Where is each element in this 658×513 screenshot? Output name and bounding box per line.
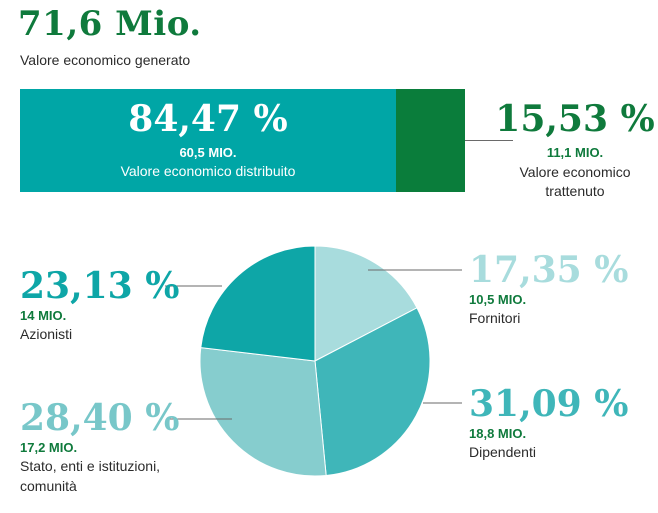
total-label: Valore economico generato <box>20 52 191 68</box>
slice-name: Azionisti <box>20 326 73 342</box>
slice-percent: 28,40 % <box>20 397 180 439</box>
total-value: 71,6 Mio. <box>18 4 202 44</box>
distributed-label: Valore economico distribuito <box>120 163 296 179</box>
pie-slice-azionisti <box>200 245 316 362</box>
slice-amount: 10,5 MIO. <box>469 292 527 307</box>
pie-slice-stato <box>199 347 327 477</box>
slice-amount: 17,2 MIO. <box>20 440 78 455</box>
slice-percent: 17,35 % <box>469 249 629 291</box>
slice-name: Dipendenti <box>469 444 536 460</box>
slice-percent: 23,13 % <box>20 265 180 307</box>
slice-name: Stato, enti e istituzioni, comunità <box>20 458 161 494</box>
slice-label-stato: 28,40 % 17,2 MIO. Stato, enti e istituzi… <box>20 398 210 496</box>
retained-percent: 15,53 % <box>495 98 655 140</box>
retained-label: Valore economico trattenuto <box>519 164 631 199</box>
retained-leader-line <box>465 140 513 141</box>
slice-label-azionisti: 23,13 % 14 MIO. Azionisti <box>20 266 179 344</box>
slice-percent: 31,09 % <box>469 383 629 425</box>
retained-bar <box>396 89 465 192</box>
distributed-bar <box>20 89 396 192</box>
slice-label-dipendenti: 31,09 % 18,8 MIO. Dipendenti <box>469 384 628 462</box>
distributed-amount: 60,5 MIO. <box>179 145 237 160</box>
slice-name: Fornitori <box>469 310 521 326</box>
distributed-percent: 84,47 % <box>128 98 288 140</box>
retained-amount: 11,1 MIO. <box>546 145 604 160</box>
slice-label-fornitori: 17,35 % 10,5 MIO. Fornitori <box>469 250 628 328</box>
pie-slice-fornitori <box>314 245 418 362</box>
slice-amount: 14 MIO. <box>20 308 67 323</box>
slice-amount: 18,8 MIO. <box>469 426 527 441</box>
pie-slice-dipendenti <box>314 307 431 477</box>
